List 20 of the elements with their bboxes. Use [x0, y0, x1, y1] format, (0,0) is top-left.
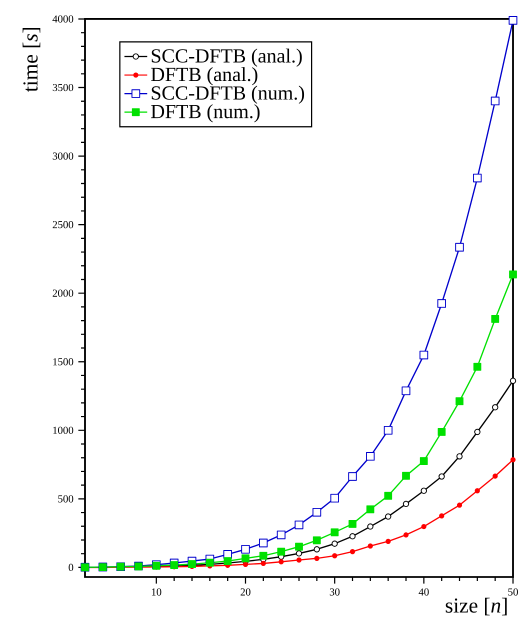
y-tick-label: 2000: [52, 290, 74, 297]
x-axis-title: size [n]: [446, 598, 507, 616]
legend-label: SCC-DFTB (num.): [152, 86, 304, 104]
legend-label: SCC-DFTB (anal.): [152, 48, 302, 67]
x-tick-label: 50: [508, 588, 518, 596]
legend-label: DFTB (num.): [151, 104, 260, 122]
legend-label: DFTB (anal.): [151, 67, 258, 86]
y-tick-label: 2500: [52, 221, 74, 228]
y-tick-label: 1500: [53, 358, 74, 366]
y-tick-label: 4000: [52, 15, 74, 23]
y-tick-label: 500: [58, 495, 74, 502]
x-tick-label: 10: [152, 588, 162, 596]
x-tick-label: 20: [240, 588, 250, 596]
y-tick-label: 1000: [53, 426, 74, 434]
y-tick-label: 0: [68, 564, 74, 571]
y-tick-label: 3000: [52, 152, 74, 160]
x-tick-label: 30: [330, 588, 340, 596]
x-tick-label: 40: [418, 588, 429, 596]
y-axis-title: time [s]: [22, 28, 40, 92]
y-tick-label: 3500: [52, 84, 74, 92]
